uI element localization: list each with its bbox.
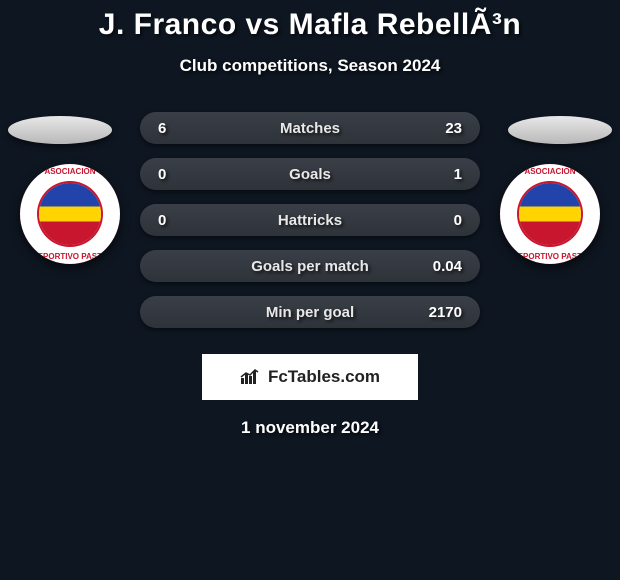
club-crest-icon: ASOCIACION DEPORTIVO PASTO bbox=[20, 164, 120, 264]
stat-row: 0 Goals 1 bbox=[140, 158, 480, 190]
flag-icon bbox=[508, 116, 612, 144]
club-crest-icon: ASOCIACION DEPORTIVO PASTO bbox=[500, 164, 600, 264]
stat-value-right: 0 bbox=[424, 212, 462, 229]
stat-row: Min per goal 2170 bbox=[140, 296, 480, 328]
comparison-infographic: J. Franco vs Mafla RebellÃ³n Club compet… bbox=[0, 0, 620, 438]
stat-row: 0 Hattricks 0 bbox=[140, 204, 480, 236]
source-badge: FcTables.com bbox=[202, 354, 418, 400]
date-line: 1 november 2024 bbox=[0, 418, 620, 438]
badge-text-bottom: DEPORTIVO PASTO bbox=[20, 252, 120, 261]
stat-label: Hattricks bbox=[196, 212, 424, 229]
club-badge-left: ASOCIACION DEPORTIVO PASTO bbox=[20, 164, 120, 264]
source-text: FcTables.com bbox=[268, 367, 380, 387]
stat-label: Goals bbox=[196, 166, 424, 183]
stat-value-left: 0 bbox=[158, 166, 196, 183]
stat-value-right: 0.04 bbox=[424, 258, 462, 275]
badge-text-bottom: DEPORTIVO PASTO bbox=[500, 252, 600, 261]
stat-value-left: 0 bbox=[158, 212, 196, 229]
comparison-body: ASOCIACION DEPORTIVO PASTO ASOCIACION DE… bbox=[0, 112, 620, 352]
stat-label: Goals per match bbox=[196, 258, 424, 275]
badge-text-top: ASOCIACION bbox=[20, 167, 120, 176]
bar-chart-icon bbox=[240, 368, 262, 386]
badge-text-top: ASOCIACION bbox=[500, 167, 600, 176]
stat-rows: 6 Matches 23 0 Goals 1 0 Hattricks 0 Goa… bbox=[140, 112, 480, 342]
subtitle: Club competitions, Season 2024 bbox=[0, 56, 620, 76]
page-title: J. Franco vs Mafla RebellÃ³n bbox=[0, 8, 620, 42]
stat-row: 6 Matches 23 bbox=[140, 112, 480, 144]
stat-value-right: 1 bbox=[424, 166, 462, 183]
stat-label: Min per goal bbox=[196, 304, 424, 321]
stat-value-left: 6 bbox=[158, 120, 196, 137]
player-flag-right bbox=[508, 116, 612, 144]
stat-row: Goals per match 0.04 bbox=[140, 250, 480, 282]
stat-label: Matches bbox=[196, 120, 424, 137]
stat-value-right: 2170 bbox=[424, 304, 462, 321]
stat-value-right: 23 bbox=[424, 120, 462, 137]
flag-icon bbox=[8, 116, 112, 144]
club-badge-right: ASOCIACION DEPORTIVO PASTO bbox=[500, 164, 600, 264]
player-flag-left bbox=[8, 116, 112, 144]
